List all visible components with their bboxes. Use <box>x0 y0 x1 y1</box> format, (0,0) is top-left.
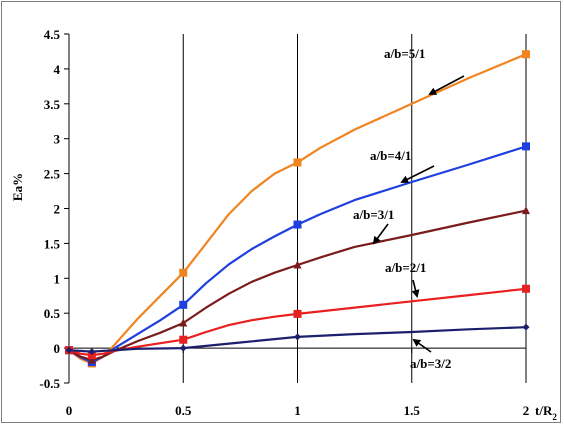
y-tick-label-7: 3 <box>54 132 61 147</box>
y-tick-label-0: -0.5 <box>39 376 60 391</box>
series-3-point-3 <box>293 309 302 318</box>
series-0-point-4 <box>522 50 530 59</box>
series-2-point-1 <box>87 355 96 364</box>
x-tick-label-0: 0 <box>66 403 73 418</box>
series-label-arrow-2 <box>372 223 389 245</box>
x-axis-label: t/R2 <box>535 403 557 422</box>
series-group <box>65 50 530 368</box>
series-label-arrow-4 <box>412 338 432 353</box>
series-label-arrow-3 <box>411 279 420 298</box>
series-3-point-2 <box>179 335 188 344</box>
chart-frame: -0.5 0 0.5 1 1.5 2 2.5 3 3.5 4 4.5 0 0.5 1 1.5 2 a/b=5/… <box>1 1 561 423</box>
x-tick-label-2: 1 <box>294 403 301 418</box>
series-4-point-4 <box>522 323 530 331</box>
series-4-point-0 <box>65 346 73 354</box>
series-2-point-4 <box>522 206 530 215</box>
series-4-point-3 <box>294 333 301 341</box>
series-label-4: a/b=3/2 <box>410 356 451 371</box>
line-chart: -0.5 0 0.5 1 1.5 2 2.5 3 3.5 4 4.5 0 0.5 1 1.5 2 a/b=5/… <box>10 27 557 422</box>
series-1-point-3 <box>293 220 302 229</box>
series-label-1: a/b=4/1 <box>370 148 411 163</box>
series-4-point-1 <box>88 348 96 356</box>
series-2-point-3 <box>293 260 302 269</box>
y-tick-label-8: 3.5 <box>44 97 61 112</box>
series-0-point-3 <box>293 158 302 167</box>
y-tick-label-6: 2.5 <box>44 167 61 182</box>
x-tick-label-3: 1.5 <box>404 403 421 418</box>
series-label-arrow-0 <box>428 75 465 95</box>
series-1-point-2 <box>179 300 188 309</box>
x-tick-label-1: 0.5 <box>175 403 192 418</box>
series-1-point-4 <box>522 142 530 151</box>
y-tick-label-5: 2 <box>54 202 61 217</box>
series-line-3 <box>68 287 527 357</box>
series-label-arrow-1 <box>400 165 435 183</box>
series-2-point-2 <box>179 318 188 327</box>
annotations: a/b=5/1 a/b=4/1 a/b=3/1 a/b=2/1 a/b=3/2 <box>353 46 465 371</box>
y-tick-label-3: 1 <box>54 271 61 286</box>
series-line-2 <box>68 209 527 362</box>
y-tick-label-9: 4 <box>54 62 61 77</box>
series-4-point-2 <box>179 344 187 352</box>
series-line-4 <box>68 326 527 353</box>
y-tick-label-10: 4.5 <box>44 27 61 42</box>
series-label-3: a/b=2/1 <box>385 260 426 275</box>
series-3-point-4 <box>522 284 530 293</box>
axes: -0.5 0 0.5 1 1.5 2 2.5 3 3.5 4 4.5 0 0.5 1 1.5 2 <box>39 27 529 418</box>
series-label-0: a/b=5/1 <box>384 46 425 61</box>
y-tick-label-1: 0 <box>54 341 61 356</box>
y-axis-label: Ea% <box>10 173 25 201</box>
series-0-point-2 <box>179 268 188 277</box>
y-tick-label-4: 1.5 <box>44 236 61 251</box>
y-tick-label-2: 0.5 <box>44 306 61 321</box>
x-tick-label-4: 2 <box>523 403 530 418</box>
series-label-2: a/b=3/1 <box>353 207 394 222</box>
